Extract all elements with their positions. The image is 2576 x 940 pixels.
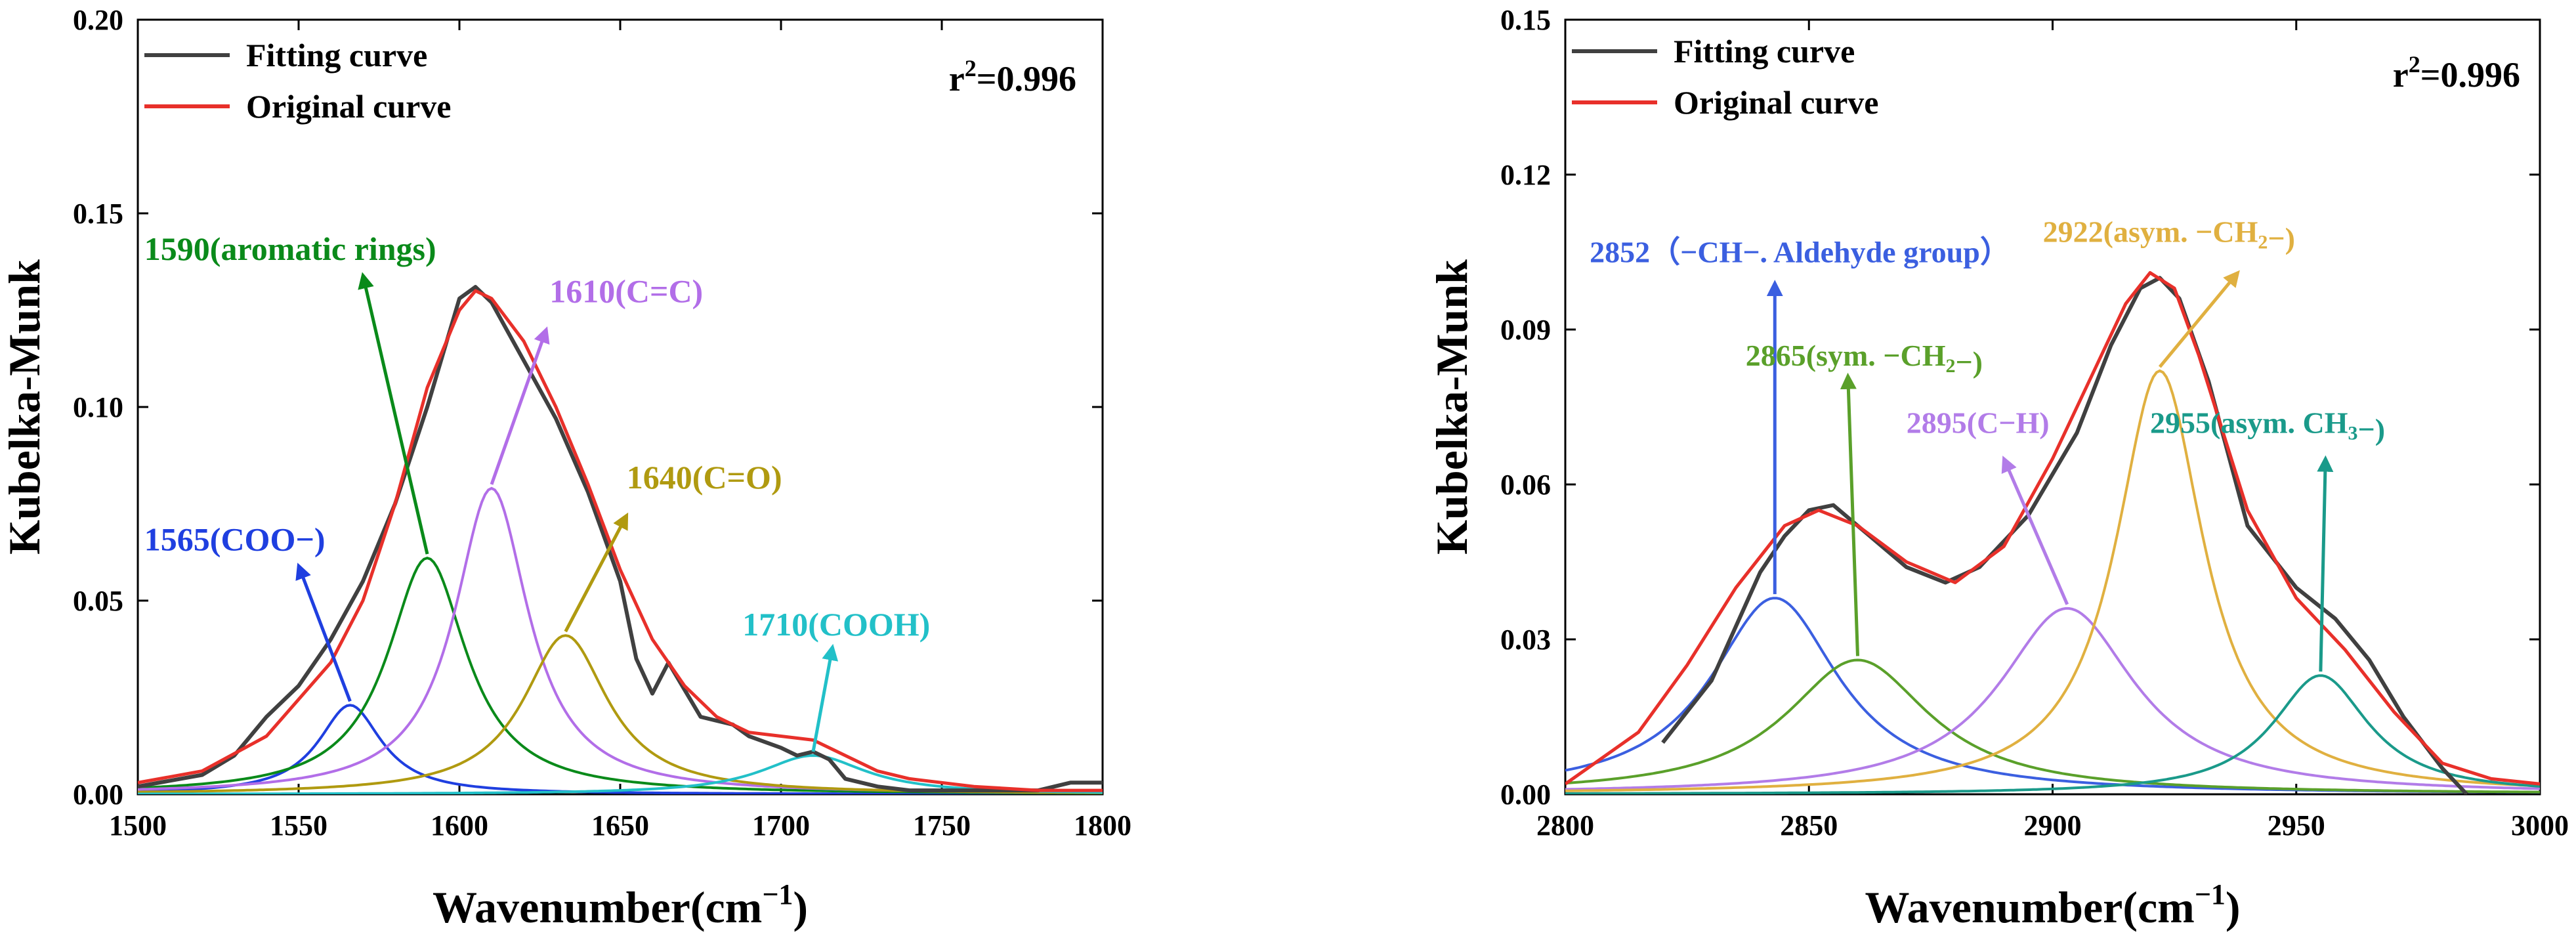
peak-arrow-2 xyxy=(490,326,550,485)
legend-label-0: Fitting curve xyxy=(1674,33,1855,70)
fitting-curve xyxy=(138,285,1103,793)
peak-label-0: 1565(COO−) xyxy=(144,521,326,557)
peak-curve-0 xyxy=(138,704,1103,794)
x-tick-label: 1650 xyxy=(591,809,649,842)
peak-curve-4 xyxy=(138,754,1103,794)
x-tick-label: 1500 xyxy=(109,809,167,842)
legend-label-1: Original curve xyxy=(1674,84,1878,121)
peak-label-3: 2922(asym. −CH2−) xyxy=(2043,215,2295,255)
x-tick-label: 3000 xyxy=(2511,809,2569,842)
legend-label-1: Original curve xyxy=(246,88,451,125)
y-axis-title: Kubelka-Munk xyxy=(0,259,49,555)
plot-area xyxy=(138,285,1103,794)
x-tick-label: 2850 xyxy=(1780,809,1838,842)
y-tick-label: 0.10 xyxy=(73,391,123,423)
peak-arrow-2 xyxy=(2001,456,2069,605)
peak-curve-4 xyxy=(1565,674,2540,794)
y-tick-label: 0.20 xyxy=(73,4,123,36)
x-axis-title: Wavenumber(cm−1) xyxy=(1865,878,2240,932)
y-tick-label: 0.03 xyxy=(1500,624,1551,656)
y-tick-label: 0.15 xyxy=(1500,4,1551,36)
peak-arrow-3 xyxy=(564,512,629,633)
y-axis-title: Kubelka-Munk xyxy=(1427,259,1477,555)
y-tick-label: 0.15 xyxy=(73,198,123,230)
x-tick-label: 1550 xyxy=(270,809,327,842)
peak-curve-3 xyxy=(138,634,1103,794)
x-axis-title: Wavenumber(cm−1) xyxy=(433,878,808,932)
peak-curve-1 xyxy=(1565,658,2540,794)
fitting-curve xyxy=(1661,276,2468,794)
chart-left: 1500 1550 1600 1650 1700 1750 1800 0.00 0.05 0.10… xyxy=(0,4,1131,932)
r-squared-label: r2=0.996 xyxy=(2393,51,2520,95)
peak-arrow-0 xyxy=(295,563,352,702)
peak-label-2: 2895(C−H) xyxy=(1907,406,2050,439)
peak-arrow-1 xyxy=(1840,372,1859,656)
x-tick-label: 1600 xyxy=(431,809,488,842)
peak-curve-2 xyxy=(1565,607,2540,791)
x-tick-label: 2800 xyxy=(1536,809,1594,842)
y-tick-label: 0.00 xyxy=(1500,779,1551,811)
y-tick-label: 0.06 xyxy=(1500,469,1551,501)
legend-label-0: Fitting curve xyxy=(246,37,427,74)
peak-arrow-1 xyxy=(358,272,429,555)
plot-area xyxy=(1565,271,2540,794)
chart-right: 2800 2850 2900 2950 3000 0.00 0.03 0.06 0.09 0.12… xyxy=(1427,4,2569,932)
peak-label-4: 1710(COOH) xyxy=(742,606,930,643)
peak-arrow-3 xyxy=(2158,270,2240,368)
y-tick-label: 0.12 xyxy=(1500,159,1551,191)
peak-label-3: 1640(C=O) xyxy=(627,459,782,496)
peak-label-4: 2955(asym. CH3−) xyxy=(2150,406,2385,446)
plot-frame xyxy=(137,18,1104,796)
peak-curve-3 xyxy=(1565,369,2540,792)
original-curve xyxy=(138,289,1103,792)
x-tick-label: 2950 xyxy=(2268,809,2325,842)
y-tick-label: 0.09 xyxy=(1500,314,1551,346)
peak-arrow-4 xyxy=(811,643,839,752)
r-squared-label: r2=0.996 xyxy=(949,55,1076,98)
peak-curve-1 xyxy=(138,556,1103,794)
peak-label-2: 1610(C=C) xyxy=(549,273,703,310)
x-tick-label: 1800 xyxy=(1074,809,1131,842)
x-tick-label: 2900 xyxy=(2024,809,2082,842)
y-tick-label: 0.05 xyxy=(73,585,123,617)
x-tick-label: 1750 xyxy=(913,809,971,842)
x-tick-label: 1700 xyxy=(752,809,810,842)
y-tick-label: 0.00 xyxy=(73,779,123,811)
peak-label-1: 1590(aromatic rings) xyxy=(144,230,436,267)
peak-arrow-4 xyxy=(2317,455,2334,672)
peak-label-1: 2865(sym. −CH2−) xyxy=(1746,339,1983,379)
peak-label-0: 2852（−CH−. Aldehyde group） xyxy=(1590,236,2010,269)
original-curve xyxy=(1565,271,2540,786)
